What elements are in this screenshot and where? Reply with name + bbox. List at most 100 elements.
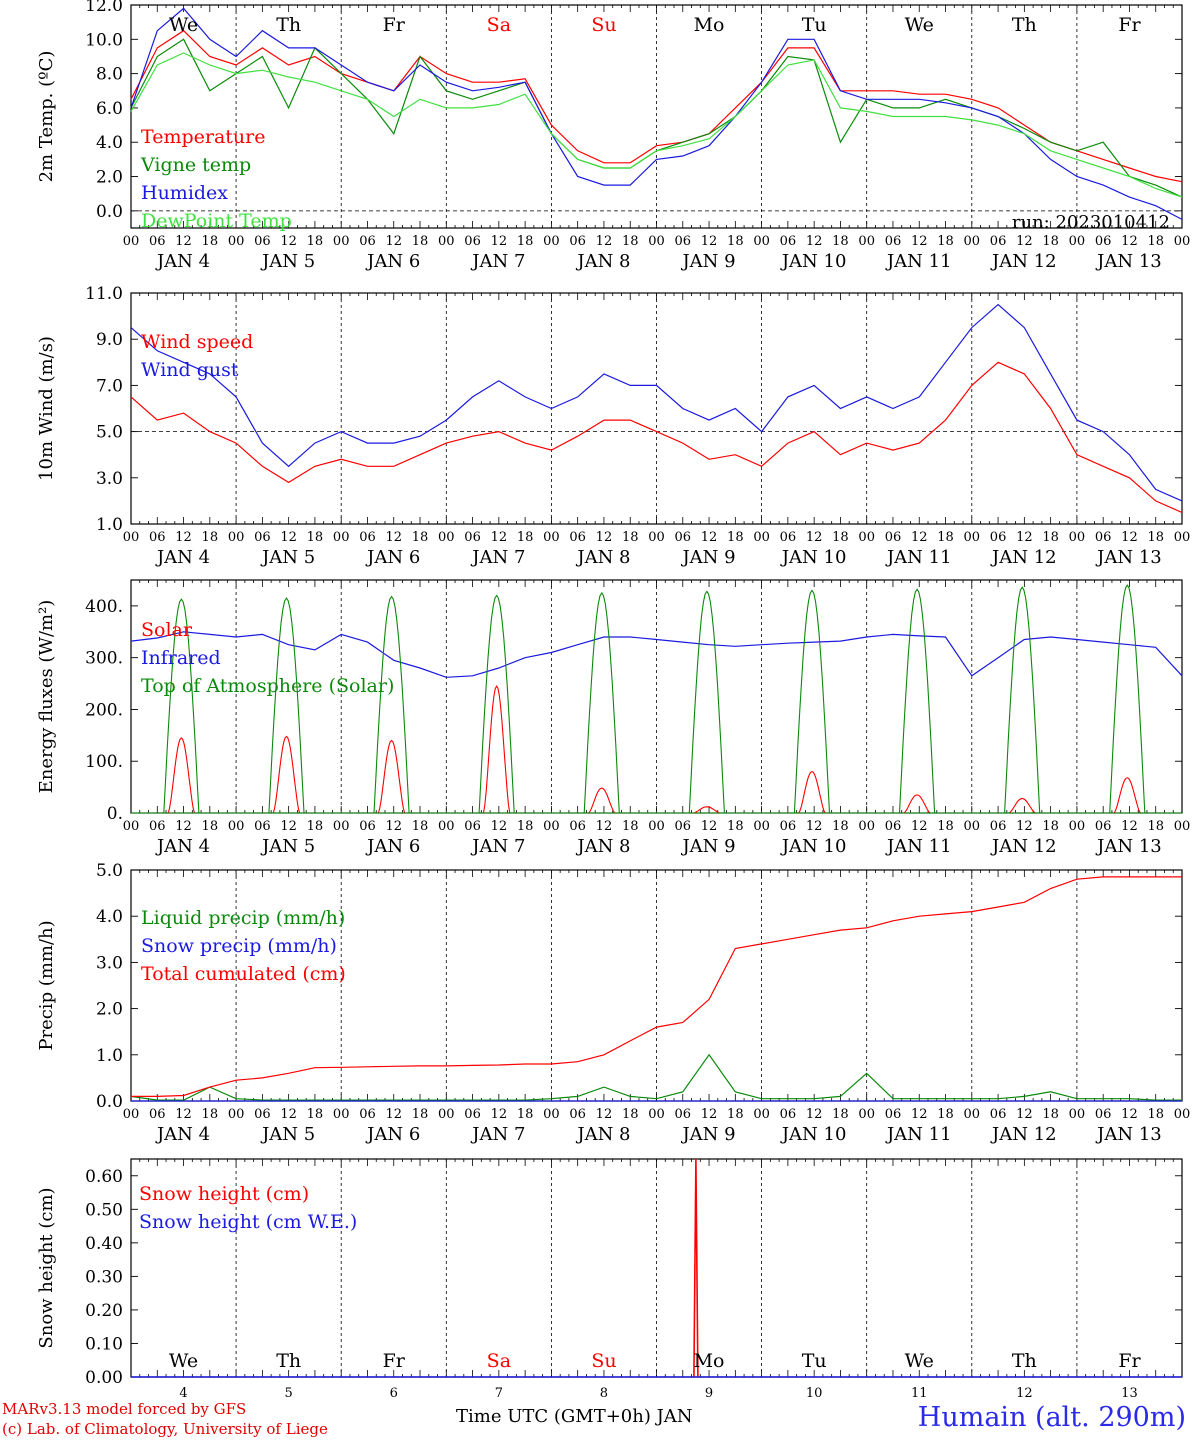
series-humidex <box>130 7 1183 220</box>
hour-tick-label: 06 <box>464 1107 481 1122</box>
y-tick-label: 0.00 <box>85 1368 123 1388</box>
hour-tick-label: 12 <box>175 1107 192 1122</box>
weekday-label: Tu <box>802 14 827 36</box>
hour-tick-label: 06 <box>1095 1107 1112 1122</box>
y-tick-label: 9.0 <box>96 330 123 350</box>
hour-tick-label: 06 <box>569 530 586 545</box>
date-label: JAN 4 <box>155 836 210 857</box>
hour-tick-label: 18 <box>1042 530 1059 545</box>
hour-tick-label: 12 <box>280 234 297 249</box>
y-tick-label: 0.40 <box>85 1234 123 1254</box>
hour-tick-label: 06 <box>990 234 1007 249</box>
plot-frame <box>130 4 1183 229</box>
hour-tick-label: 00 <box>228 234 245 249</box>
date-label: JAN 7 <box>470 251 525 272</box>
hour-tick-label: 12 <box>280 530 297 545</box>
y-tick-label: 3.0 <box>96 469 123 489</box>
hour-tick-label: 00 <box>333 819 350 834</box>
date-label: JAN 9 <box>680 547 735 568</box>
date-label: JAN 10 <box>780 1124 847 1145</box>
hour-tick-label: 18 <box>727 530 744 545</box>
y-tick-label: 0.0 <box>96 1092 123 1112</box>
hour-tick-label: 06 <box>254 530 271 545</box>
date-label: JAN 7 <box>470 1124 525 1145</box>
model-credit: MARv3.13 model forced by GFS <box>2 1400 247 1418</box>
hour-tick-label: 18 <box>727 234 744 249</box>
date-label: JAN 6 <box>365 547 420 568</box>
hour-tick-label: 12 <box>491 530 508 545</box>
y-tick-label: 5.0 <box>96 423 123 443</box>
weekday-label: Mo <box>694 14 725 36</box>
legend-entry: Total cumulated (cm) <box>141 963 346 985</box>
legend-entry: Snow height (cm W.E.) <box>139 1211 357 1233</box>
y-tick-label: 0.0 <box>96 202 123 222</box>
hour-tick-label: 06 <box>990 819 1007 834</box>
day-number-label: 7 <box>495 1386 503 1401</box>
date-label: JAN 5 <box>260 836 315 857</box>
hour-tick-label: 18 <box>517 1107 534 1122</box>
weekday-label: Fr <box>383 14 406 36</box>
hour-tick-label: 12 <box>175 819 192 834</box>
hour-tick-label: 06 <box>675 1107 692 1122</box>
hour-tick-label: 12 <box>806 1107 823 1122</box>
hour-tick-label: 12 <box>1016 1107 1033 1122</box>
y-tick-label: 10.0 <box>85 30 123 50</box>
hour-tick-label: 06 <box>149 1107 166 1122</box>
y-axis-title: Energy fluxes (W/m²) <box>36 600 57 794</box>
date-label: JAN 10 <box>780 251 847 272</box>
hour-tick-label: 18 <box>1147 1107 1164 1122</box>
weekday-label: Mo <box>694 1350 725 1372</box>
hour-tick-label: 12 <box>701 1107 718 1122</box>
hour-tick-label: 06 <box>359 819 376 834</box>
hour-tick-label: 12 <box>175 234 192 249</box>
hour-tick-label: 18 <box>307 530 324 545</box>
hour-tick-label: 06 <box>569 234 586 249</box>
weekday-label: Th <box>276 1350 301 1372</box>
y-tick-label: 0. <box>107 804 123 824</box>
hour-tick-label: 12 <box>596 234 613 249</box>
day-number-label: 13 <box>1121 1386 1138 1401</box>
hour-tick-label: 00 <box>753 819 770 834</box>
weekday-label: Th <box>276 14 301 36</box>
hour-tick-label: 18 <box>727 819 744 834</box>
hour-tick-label: 12 <box>1121 234 1138 249</box>
weekday-label: Fr <box>383 1350 406 1372</box>
hour-tick-label: 18 <box>832 819 849 834</box>
hour-tick-label: 06 <box>780 1107 797 1122</box>
series-infrared <box>130 631 1183 678</box>
hour-tick-label: 12 <box>1016 530 1033 545</box>
y-tick-label: 7.0 <box>96 376 123 396</box>
hour-tick-label: 12 <box>1121 530 1138 545</box>
hour-tick-label: 00 <box>753 234 770 249</box>
weekday-label: Th <box>1012 1350 1037 1372</box>
date-label: JAN 6 <box>365 836 420 857</box>
hour-tick-label: 12 <box>175 530 192 545</box>
hour-tick-label: 12 <box>1121 819 1138 834</box>
y-tick-label: 2.0 <box>96 168 123 188</box>
series-top-of-atmosphere-solar--day <box>1105 584 1150 814</box>
hour-tick-label: 12 <box>385 234 402 249</box>
series-solar-day <box>584 787 620 814</box>
hour-tick-label: 12 <box>1121 1107 1138 1122</box>
weekday-label: Fr <box>1118 1350 1141 1372</box>
hour-tick-label: 18 <box>937 530 954 545</box>
hour-tick-label: 18 <box>622 1107 639 1122</box>
legend-entry: Humidex <box>141 182 228 204</box>
y-tick-label: 300. <box>85 649 123 669</box>
date-label: JAN 7 <box>470 836 525 857</box>
hour-tick-label: 12 <box>1016 234 1033 249</box>
series-solar-day <box>899 794 935 814</box>
y-tick-label: 2.0 <box>96 1000 123 1020</box>
hour-tick-label: 06 <box>675 234 692 249</box>
date-label: JAN 9 <box>680 251 735 272</box>
hour-tick-label: 18 <box>622 819 639 834</box>
legend-entry: Temperature <box>141 126 265 148</box>
series-solar-day <box>268 735 304 814</box>
hour-tick-label: 12 <box>280 819 297 834</box>
date-label: JAN 8 <box>575 547 630 568</box>
hour-tick-label: 12 <box>911 530 928 545</box>
hour-tick-label: 00 <box>753 1107 770 1122</box>
weekday-label: Sa <box>487 1350 511 1372</box>
series-solar-day <box>374 739 410 814</box>
hour-tick-label: 18 <box>1042 234 1059 249</box>
